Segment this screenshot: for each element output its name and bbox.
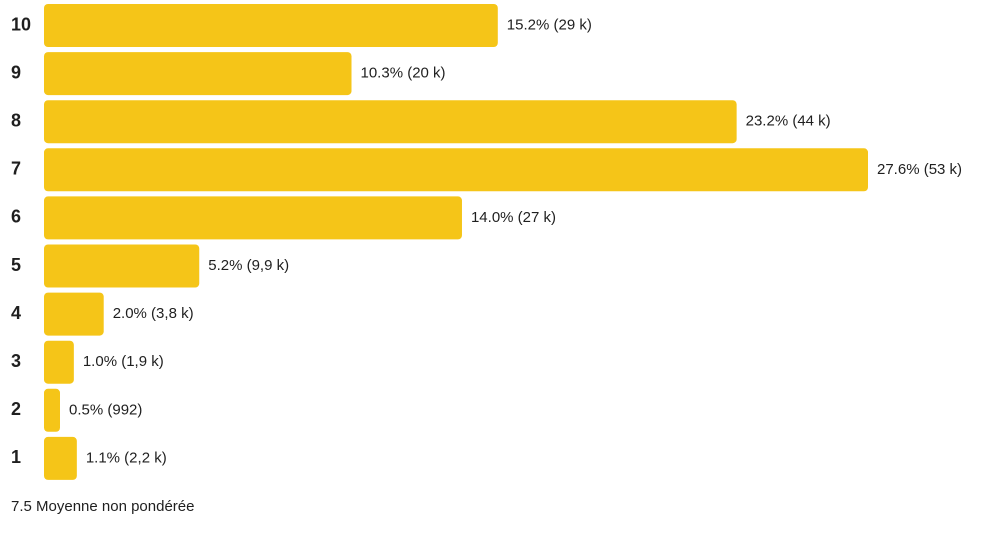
bar-rating-4 (44, 292, 104, 336)
bar-rating-6 (44, 196, 462, 240)
value-label-3: 1.0% (1,9 k) (83, 353, 164, 370)
value-label-5: 5.2% (9,9 k) (208, 257, 289, 274)
rating-label-8: 8 (11, 110, 21, 130)
rating-label-10: 10 (11, 14, 31, 34)
value-label-8: 23.2% (44 k) (746, 113, 831, 130)
value-label-1: 1.1% (2,2 k) (86, 449, 167, 466)
value-label-10: 15.2% (29 k) (507, 16, 592, 33)
rating-label-3: 3 (11, 351, 21, 371)
value-label-4: 2.0% (3,8 k) (113, 305, 194, 322)
rating-label-1: 1 (11, 447, 21, 467)
value-label-6: 14.0% (27 k) (471, 209, 556, 226)
bar-rating-2 (44, 388, 60, 432)
rating-label-9: 9 (11, 62, 21, 82)
bar-rating-5 (44, 244, 200, 288)
value-label-7: 27.6% (53 k) (877, 161, 962, 178)
bar-rating-8 (44, 100, 737, 144)
value-label-2: 0.5% (992) (69, 401, 142, 418)
bar-rating-10 (44, 4, 498, 47)
bar-rating-3 (44, 340, 74, 384)
bar-rating-7 (44, 148, 868, 192)
rating-label-7: 7 (11, 159, 21, 179)
rating-label-5: 5 (11, 255, 21, 275)
bar-rating-9 (44, 52, 352, 96)
rating-distribution-chart: 10 15.2% (29 k) 9 10.3% (20 k) 8 23.2% (44 k)… (11, 4, 962, 480)
bar-rating-1 (44, 436, 77, 480)
average-rating-text: 7.5 Moyenne non pondérée (11, 498, 195, 515)
rating-label-6: 6 (11, 207, 21, 227)
value-label-9: 10.3% (20 k) (361, 65, 446, 82)
rating-label-2: 2 (11, 399, 21, 419)
rating-label-4: 4 (11, 303, 21, 323)
